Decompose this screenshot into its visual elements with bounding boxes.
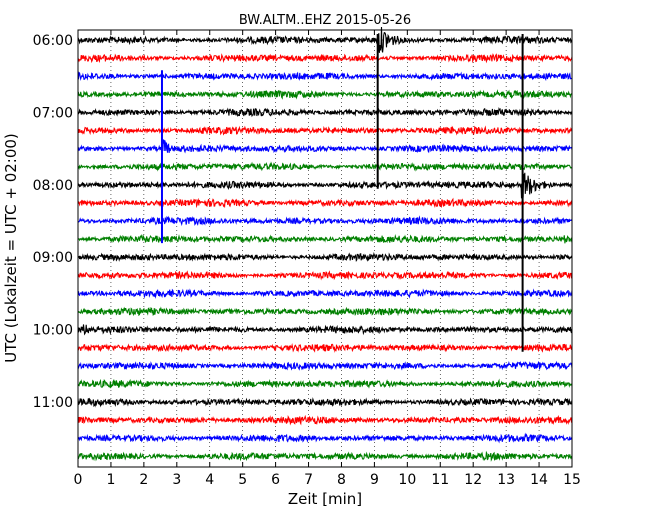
trace-1100 bbox=[77, 397, 573, 408]
plot-border bbox=[77, 29, 573, 468]
x-tick-label: 13 bbox=[497, 472, 515, 488]
y-tick-label: 11:00 bbox=[33, 395, 73, 411]
x-tick-label: 7 bbox=[304, 472, 313, 488]
trace-0645 bbox=[77, 89, 573, 100]
trace-1030 bbox=[77, 360, 573, 371]
chart-title: BW.ALTM..EHZ 2015-05-26 bbox=[239, 13, 411, 28]
trace-0930 bbox=[77, 288, 573, 299]
x-tick-label: 11 bbox=[431, 472, 449, 488]
spike-group bbox=[160, 34, 524, 352]
trace-1045 bbox=[77, 378, 573, 389]
y-tick-label: 09:00 bbox=[33, 250, 73, 266]
trace-1130 bbox=[77, 432, 573, 444]
x-tick-label: 1 bbox=[106, 472, 115, 488]
trace-0900 bbox=[77, 251, 573, 262]
x-tick-label: 4 bbox=[205, 472, 214, 488]
trace-0945 bbox=[77, 306, 573, 317]
x-tick-label: 3 bbox=[172, 472, 181, 488]
x-tick-label: 14 bbox=[530, 472, 548, 488]
x-tick-label: 9 bbox=[370, 472, 379, 488]
y-tick-label: 07:00 bbox=[33, 105, 73, 121]
plot-frame bbox=[78, 30, 572, 467]
y-axis-ticks: 06:00 07:00 08:00 09:00 10:00 11:00 bbox=[33, 33, 572, 411]
trace-0830 bbox=[77, 215, 573, 227]
trace-1000 bbox=[77, 324, 573, 336]
x-tick-label: 10 bbox=[398, 472, 416, 488]
trace-0600 bbox=[77, 26, 573, 53]
trace-1115 bbox=[77, 414, 573, 426]
trace-0815 bbox=[77, 197, 573, 209]
trace-1015 bbox=[77, 343, 573, 353]
trace-0800 bbox=[77, 172, 573, 201]
trace-1145 bbox=[77, 450, 573, 462]
trace-0745 bbox=[77, 161, 573, 172]
x-tick-label: 6 bbox=[271, 472, 280, 488]
trace-group bbox=[77, 26, 573, 462]
y-tick-label: 10:00 bbox=[33, 323, 73, 339]
trace-0630 bbox=[77, 71, 573, 82]
x-tick-label: 2 bbox=[139, 472, 148, 488]
y-axis-label: UTC (Lokalzeit = UTC + 02:00) bbox=[2, 133, 20, 363]
y-tick-label: 08:00 bbox=[33, 178, 73, 194]
x-tick-label: 5 bbox=[238, 472, 247, 488]
trace-0845 bbox=[77, 233, 573, 244]
trace-0915 bbox=[77, 270, 573, 281]
trace-0700 bbox=[77, 106, 573, 118]
trace-0615 bbox=[77, 53, 573, 64]
x-tick-label: 8 bbox=[337, 472, 346, 488]
trace-0730 bbox=[77, 139, 573, 154]
trace-0715 bbox=[77, 125, 573, 136]
x-axis-label: Zeit [min] bbox=[288, 490, 362, 508]
grid-lines bbox=[78, 30, 572, 467]
y-tick-label: 06:00 bbox=[33, 33, 73, 49]
x-tick-label: 15 bbox=[563, 472, 581, 488]
x-axis-ticks: 0 1 2 3 4 5 6 7 8 9 10 11 12 13 14 15 bbox=[74, 30, 581, 488]
x-tick-label: 0 bbox=[74, 472, 83, 488]
x-tick-label: 12 bbox=[464, 472, 482, 488]
